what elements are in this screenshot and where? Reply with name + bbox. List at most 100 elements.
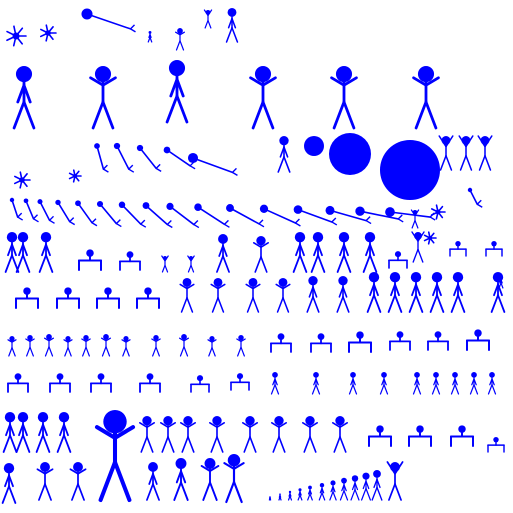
- lying-figure: [75, 200, 98, 227]
- crouching-figure: [90, 373, 112, 393]
- stick-figure: [147, 31, 153, 43]
- crouching-figure: [427, 331, 449, 351]
- crouching-figure: [190, 375, 210, 393]
- lying-figure: [9, 197, 24, 221]
- stick-figure: [360, 472, 372, 501]
- stick-figure: [15, 412, 31, 453]
- crouching-figure: [348, 331, 372, 353]
- stick-figure: [429, 272, 445, 313]
- stick-figure: [200, 458, 220, 501]
- stick-figure: [100, 334, 112, 357]
- stick-figure: [336, 276, 350, 313]
- stick-figure: [179, 278, 195, 313]
- stick-figure: [438, 135, 454, 171]
- stick-figure: [245, 278, 261, 313]
- lying-figure: [96, 200, 122, 228]
- tangled-sprite: [423, 231, 437, 245]
- tangled-sprite: [39, 24, 57, 42]
- stick-figure: [216, 234, 230, 273]
- stick-figure: [38, 232, 54, 273]
- stick-figure: [223, 454, 245, 504]
- stick-figure: [89, 66, 117, 130]
- tangled-sprite: [430, 204, 446, 220]
- tangled-sprite: [6, 25, 27, 47]
- lying-figure: [355, 206, 404, 223]
- lying-figure: [166, 202, 200, 229]
- stick-figure: [287, 490, 293, 501]
- stick-figure: [208, 416, 226, 453]
- stick-figure: [25, 335, 35, 357]
- stick-figure: [36, 462, 54, 501]
- crouching-figure: [449, 240, 467, 257]
- stick-figure: [7, 336, 17, 357]
- stick-figure: [43, 334, 55, 357]
- lying-figure: [385, 207, 436, 221]
- stick-figure: [270, 372, 280, 395]
- stick-figure: [278, 493, 282, 501]
- stick-figure: [431, 372, 441, 395]
- lying-figure: [81, 8, 136, 33]
- stick-figure: [306, 276, 320, 313]
- round-sprite: [329, 133, 371, 175]
- lying-figure: [136, 144, 162, 172]
- crouching-figure: [368, 425, 392, 447]
- stick-figure: [175, 28, 185, 51]
- lying-figure: [194, 203, 230, 228]
- stick-figure: [277, 136, 291, 173]
- stick-figure: [410, 209, 420, 229]
- stick-figure: [371, 470, 383, 501]
- crouching-figure: [485, 240, 503, 257]
- crouching-figure: [230, 373, 250, 391]
- stick-figure: [412, 372, 422, 395]
- lying-figure: [293, 205, 338, 226]
- stick-figure: [2, 412, 18, 453]
- stick-figure: [366, 272, 382, 313]
- lying-figure: [55, 199, 76, 226]
- stick-figure: [15, 232, 31, 273]
- stick-figure: [63, 336, 73, 357]
- stick-figure: [362, 232, 378, 273]
- round-sprite: [380, 140, 440, 200]
- stick-figure: [12, 66, 36, 130]
- stick-figure: [173, 458, 189, 501]
- crouching-figure: [136, 287, 160, 309]
- stick-figure: [318, 483, 326, 501]
- lying-figure: [259, 204, 301, 227]
- lying-figure: [37, 199, 55, 224]
- crouching-figure: [7, 373, 29, 393]
- lying-figure: [94, 143, 109, 173]
- stick-figure: [301, 416, 319, 453]
- stick-figure: [411, 231, 425, 263]
- stick-figure: [458, 135, 474, 171]
- stick-figure: [56, 412, 72, 453]
- crouching-figure: [310, 333, 332, 353]
- stick-figure: [292, 232, 308, 273]
- lying-figure: [325, 205, 372, 225]
- stick-figure: [330, 66, 358, 130]
- crouching-figure: [408, 425, 432, 447]
- stick-figure: [236, 335, 246, 357]
- stick-figure: [336, 232, 352, 273]
- lying-figure: [113, 142, 135, 173]
- stick-figure: [329, 480, 337, 501]
- crouching-figure: [139, 373, 161, 393]
- stick-figure: [179, 334, 189, 357]
- stick-figure: [69, 462, 87, 501]
- stick-figure: [179, 416, 197, 453]
- stick-figure: [275, 278, 291, 313]
- stick-figure: [450, 372, 460, 395]
- crouching-figure: [388, 251, 408, 269]
- lying-figure: [118, 201, 147, 228]
- lying-figure: [467, 187, 483, 208]
- lying-figure: [23, 198, 39, 223]
- crouching-figure: [96, 287, 120, 309]
- stick-figure: [270, 416, 288, 453]
- crouching-figure: [15, 287, 39, 309]
- crouching-figure: [389, 331, 411, 351]
- stick-figure: [94, 410, 136, 503]
- crouching-figure: [270, 333, 292, 353]
- stick-figure: [268, 496, 272, 501]
- crouching-figure: [487, 436, 505, 453]
- stick-figure: [412, 66, 440, 130]
